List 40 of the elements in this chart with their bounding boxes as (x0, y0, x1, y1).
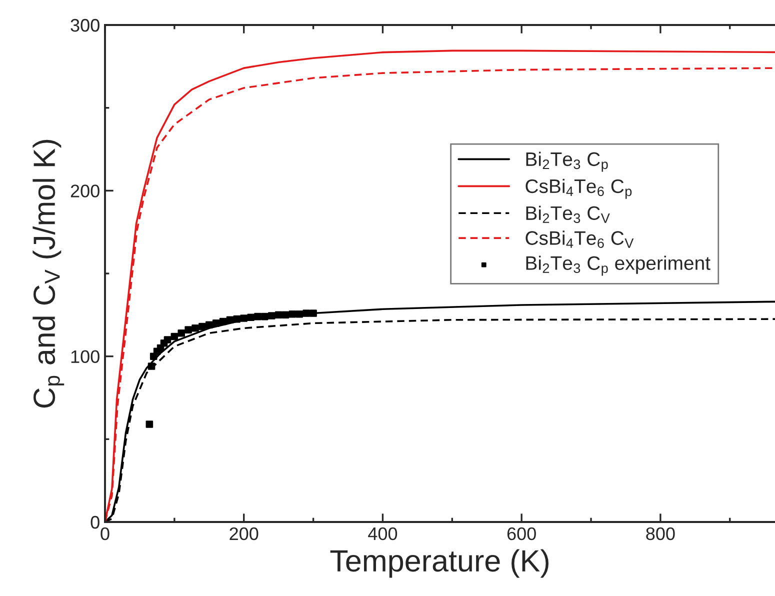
point (233, 315, 241, 323)
point (254, 312, 262, 320)
y-axis-title: C$_{p}$ and C$_{V}$ (J/mol K) (32, 140, 64, 408)
x-tick-label: 800 (646, 527, 675, 540)
y-tick-label: 0 (90, 516, 100, 529)
x-tick-label: 600 (507, 527, 536, 540)
x-tick-label: 0 (100, 527, 110, 540)
point (288, 310, 296, 318)
y-tick-label: 200 (70, 184, 100, 198)
point (302, 310, 310, 317)
point (206, 321, 213, 328)
point (261, 312, 268, 320)
y-tick-label: 300 (70, 18, 100, 32)
point (170, 332, 178, 340)
x-tick-label: 400 (368, 527, 398, 540)
point (192, 324, 199, 332)
point (268, 312, 276, 320)
point (212, 320, 220, 327)
point (198, 322, 206, 330)
y-tick-label: 100 (71, 350, 100, 364)
point (184, 326, 192, 334)
point (178, 330, 186, 337)
point (240, 314, 248, 322)
point (164, 336, 172, 344)
legend-label: Bi$_{2}$Te$_{3}$ C$_{p}$ experiment (526, 256, 710, 276)
point (274, 311, 282, 319)
point (148, 362, 156, 370)
x-tick-label: 200 (230, 527, 258, 540)
point (282, 311, 290, 319)
legend-label: CsBi$_{4}$Te$_{6}$ C$_{p}$ (526, 178, 632, 199)
point (219, 318, 227, 326)
legend-label: CsBi$_{4}$Te$_{6}$ C$_{V}$ (526, 230, 634, 248)
point (310, 310, 317, 317)
legend-label: Bi$_{2}$Te$_{3}$ C$_{p}$ (526, 152, 608, 172)
point (146, 420, 154, 428)
point (247, 314, 254, 322)
point (226, 316, 234, 324)
legend-label: Bi$_{2}$Te$_{3}$ C$_{V}$ (526, 206, 610, 224)
point (296, 310, 304, 318)
x-axis-title: Temperature (K) (330, 549, 548, 578)
